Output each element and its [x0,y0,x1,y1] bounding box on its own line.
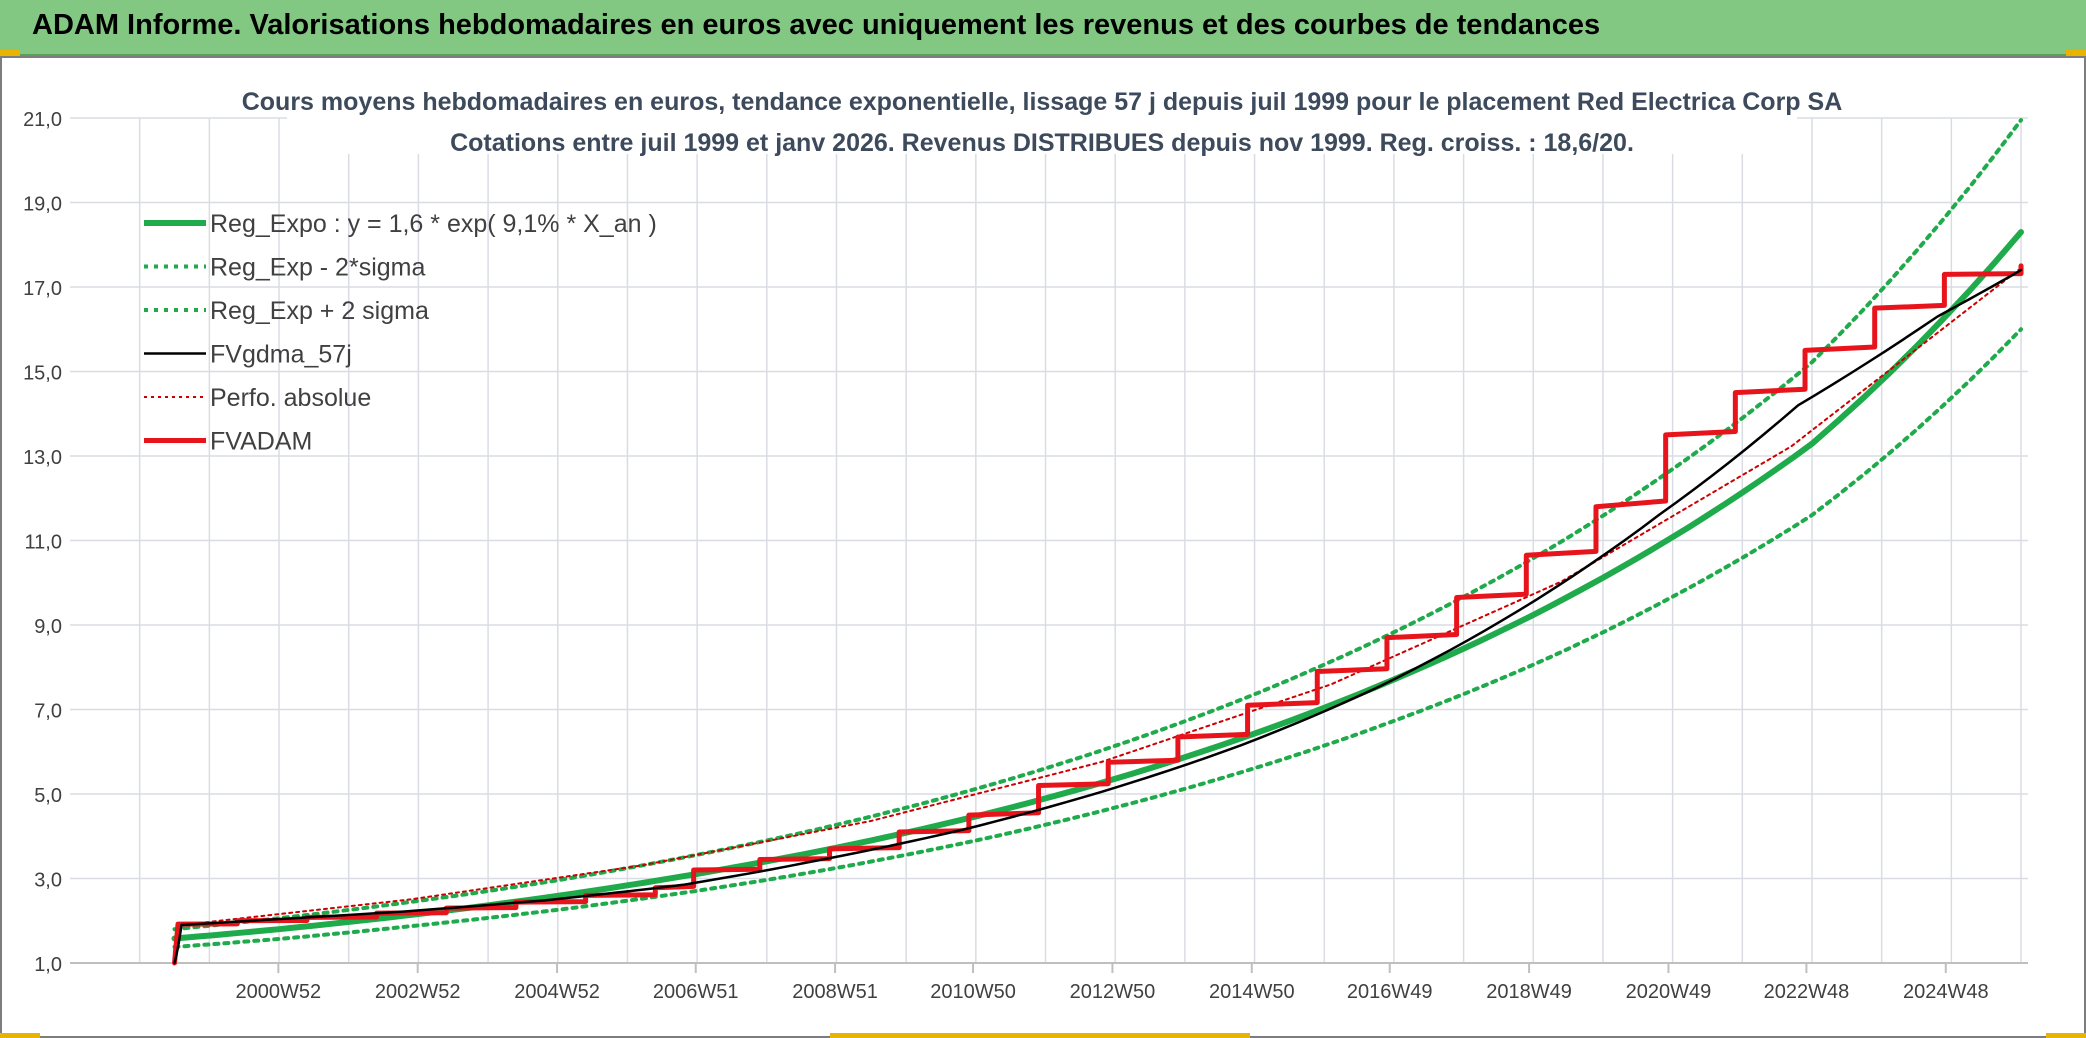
title-bar-accent-left [0,50,20,58]
legend-label: Perfo. absolue [210,384,371,412]
bottom-accent-left [0,1033,40,1038]
y-tick-label: 21,0 [23,109,62,131]
y-tick-label: 17,0 [23,278,62,300]
legend: Reg_Expo : y = 1,6 * exp( 9,1% * X_an ) R… [144,210,657,456]
series-line [172,263,2024,966]
y-tick-label: 15,0 [23,363,62,385]
x-tick-label: 2008W51 [792,981,878,1003]
axes: 1,0 3,0 5,0 7,0 9,0 11,0 13,0 15,0 17,0 19,0 21,0 2… [23,109,2028,1003]
series-line [173,268,2023,965]
x-tick-label: 2000W52 [236,981,322,1003]
x-tick-label: 2004W52 [514,981,600,1003]
bottom-accent-right [2046,1033,2086,1038]
legend-label: Reg_Expo : y = 1,6 * exp( 9,1% * X_an ) [210,210,657,238]
x-tick-label: 2020W49 [1626,981,1712,1003]
x-tick-label: 2018W49 [1486,981,1572,1003]
series-layer [171,118,2024,966]
title-bar-accent-right [2066,50,2086,58]
y-tick-label: 3,0 [34,870,62,892]
chart: 1,0 3,0 5,0 7,0 9,0 11,0 13,0 15,0 17,0 19,0 21,0 2… [23,82,2028,1003]
x-tick-label: 2014W50 [1209,981,1295,1003]
y-tick-label: 5,0 [34,785,62,807]
x-tick-label: 2022W48 [1764,981,1850,1003]
series-line [172,118,2023,932]
bottom-accent-center [830,1033,1250,1038]
chart-subtitle: Cotations entre juil 1999 et janv 2026. … [450,129,1634,157]
x-tick-label: 2012W50 [1070,981,1156,1003]
legend-label: Reg_Exp + 2 sigma [210,297,429,325]
y-tick-label: 19,0 [23,194,62,216]
chart-title-background [287,82,1797,154]
y-tick-label: 9,0 [34,616,62,638]
y-tick-label: 11,0 [25,532,62,554]
y-tick-label: 7,0 [34,701,62,723]
title-bar: ADAM Informe. Valorisations hebdomadaire… [0,0,2086,58]
chart-title: Cours moyens hebdomadaires en euros, ten… [242,88,1843,116]
series-line [172,327,2023,949]
x-tick-label: 2010W50 [930,981,1016,1003]
legend-label: FVgdma_57j [210,341,352,369]
x-tick-label: 2024W48 [1903,981,1989,1003]
grid [70,117,2028,964]
chart-frame: 1,0 3,0 5,0 7,0 9,0 11,0 13,0 15,0 17,0 19,0 21,0 2… [0,56,2086,1038]
legend-label: FVADAM [210,428,312,456]
x-tick-label: 2006W51 [653,981,739,1003]
x-tick-label: 2002W52 [375,981,461,1003]
x-tick-label: 2016W49 [1347,981,1433,1003]
series-line [171,229,2024,942]
y-tick-label: 1,0 [34,954,62,976]
legend-label: Reg_Exp - 2*sigma [210,254,425,282]
y-tick-label: 13,0 [23,447,62,469]
page-title: ADAM Informe. Valorisations hebdomadaire… [32,9,1601,41]
